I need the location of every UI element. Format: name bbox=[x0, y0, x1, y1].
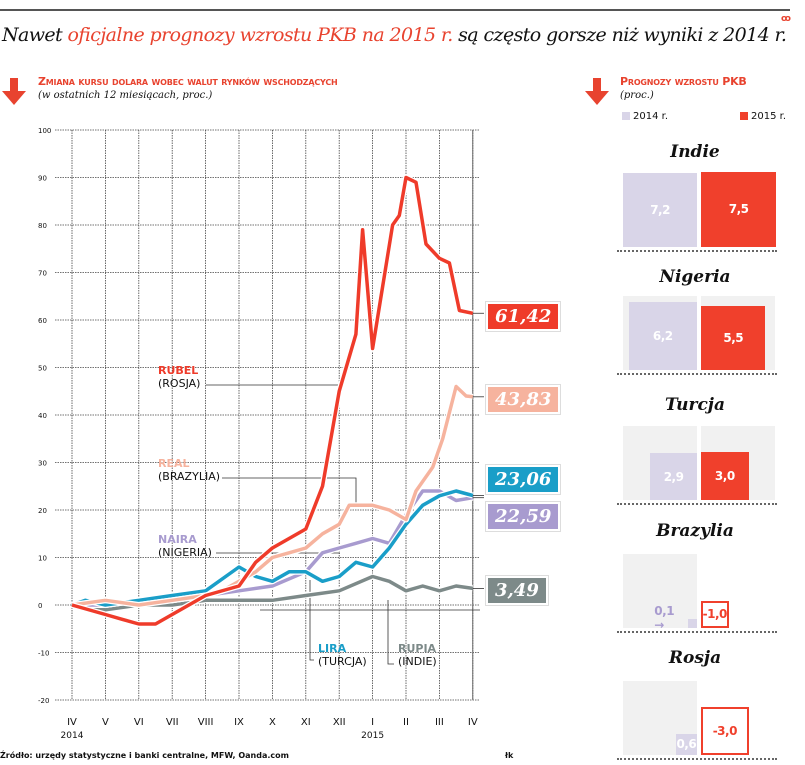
bar-chart-title: Prognozy wzrostu PKB bbox=[620, 75, 747, 88]
value-2014: 0,1 → bbox=[654, 604, 675, 632]
y-tick-label: 90 bbox=[38, 175, 47, 183]
x-tick-label: X bbox=[269, 717, 276, 728]
y-tick-label: 40 bbox=[38, 412, 47, 420]
divider bbox=[617, 631, 777, 633]
country-title: Indie bbox=[670, 142, 720, 162]
square-background bbox=[623, 554, 697, 628]
x-tick-label: XII bbox=[333, 717, 346, 728]
y-tick-label: 70 bbox=[38, 270, 47, 278]
publisher-logo: ꝏ bbox=[781, 14, 791, 24]
title-highlight: oficjalne prognozy wzrostu PKB na 2015 r… bbox=[67, 24, 454, 46]
x-tick-label: XI bbox=[301, 717, 311, 728]
y-tick-label: 60 bbox=[38, 317, 47, 325]
divider bbox=[617, 503, 777, 505]
square-2014: 7,2 bbox=[623, 173, 697, 247]
square-2015: 5,5 bbox=[701, 305, 766, 370]
top-rule bbox=[0, 9, 790, 11]
leader-lira bbox=[309, 580, 314, 661]
divider bbox=[617, 373, 777, 375]
label-lira: LIRA (TURCJA) bbox=[318, 642, 367, 668]
y-tick-label: -20 bbox=[38, 697, 49, 705]
y-tick-label: 20 bbox=[38, 507, 47, 515]
value-naira: 22,59 bbox=[486, 502, 561, 531]
x-tick-label: VII bbox=[166, 717, 179, 728]
x-tick-label: VIII bbox=[198, 717, 214, 728]
country-title: Nigeria bbox=[659, 267, 731, 287]
label-rupia: RUPIA (INDIE) bbox=[398, 642, 437, 668]
y-tick-label: 10 bbox=[38, 555, 47, 563]
divider bbox=[617, 758, 777, 760]
y-tick-label: 30 bbox=[38, 460, 47, 468]
square-2015-negative: -1,0 bbox=[701, 600, 729, 628]
y-tick-label: -10 bbox=[38, 650, 49, 658]
title-part: Nawet bbox=[2, 24, 68, 46]
author-initials: łk bbox=[505, 751, 514, 760]
source-note: Źródło: urzędy statystyczne i banki cent… bbox=[0, 751, 289, 760]
divider bbox=[617, 250, 777, 252]
legend-2014: 2014 r. bbox=[622, 111, 668, 122]
label-naira: NAIRA (NIGERIA) bbox=[158, 533, 212, 559]
x-tick-label: IV bbox=[67, 717, 77, 728]
leader-real bbox=[222, 477, 357, 508]
value-rupia: 3,49 bbox=[486, 576, 548, 605]
x-tick-label: IV bbox=[468, 717, 478, 728]
series-line-rubel bbox=[71, 175, 474, 626]
square-2015: 3,0 bbox=[701, 452, 749, 500]
page-title: Nawet oficjalne prognozy wzrostu PKB na … bbox=[2, 24, 787, 46]
series-line-real bbox=[71, 384, 474, 607]
country-title: Rosja bbox=[668, 648, 722, 668]
bar-chart-subtitle: (proc.) bbox=[620, 90, 654, 101]
line-chart-title: Zmiana kursu dolara wobec walut rynków w… bbox=[38, 75, 338, 88]
y-tick-label: 80 bbox=[38, 222, 47, 230]
country-title: Brazylia bbox=[656, 521, 734, 541]
leader-rupia bbox=[387, 600, 394, 665]
legend-2015: 2015 r. bbox=[740, 111, 786, 122]
value-lira: 23,06 bbox=[486, 465, 561, 494]
line-chart-subtitle: (w ostatnich 12 miesiącach, proc.) bbox=[38, 90, 213, 101]
x-tick-label: IX bbox=[234, 717, 244, 728]
label-rubel: RUBEL (ROSJA) bbox=[158, 364, 201, 390]
y-tick-label: 50 bbox=[38, 365, 47, 373]
label-real: REAL (BRAZYLIA) bbox=[158, 457, 221, 483]
x-tick-label: V bbox=[102, 717, 109, 728]
x-tick-label: II bbox=[403, 717, 409, 728]
square-2014: 6,2 bbox=[628, 301, 697, 370]
x-year-label: 2014 bbox=[61, 731, 84, 741]
x-year-label: 2015 bbox=[361, 731, 384, 741]
x-tick-label: III bbox=[435, 717, 444, 728]
x-tick-label: I bbox=[371, 717, 374, 728]
title-part: są często gorsze niż wyniki z 2014 r. bbox=[452, 24, 787, 46]
value-real: 43,83 bbox=[486, 385, 561, 414]
square-2014 bbox=[688, 619, 697, 628]
value-rubel: 61,42 bbox=[486, 302, 561, 331]
square-2015: 7,5 bbox=[701, 171, 777, 247]
x-tick-label: VI bbox=[134, 717, 144, 728]
square-2014: 0,6 bbox=[675, 733, 697, 755]
square-2015-negative: -3,0 bbox=[701, 707, 749, 755]
square-2014: 2,9 bbox=[650, 453, 697, 500]
country-title: Turcja bbox=[665, 395, 725, 415]
series-line-lira bbox=[71, 489, 474, 607]
y-tick-label: 0 bbox=[38, 602, 42, 610]
y-tick-label: 100 bbox=[38, 127, 51, 135]
